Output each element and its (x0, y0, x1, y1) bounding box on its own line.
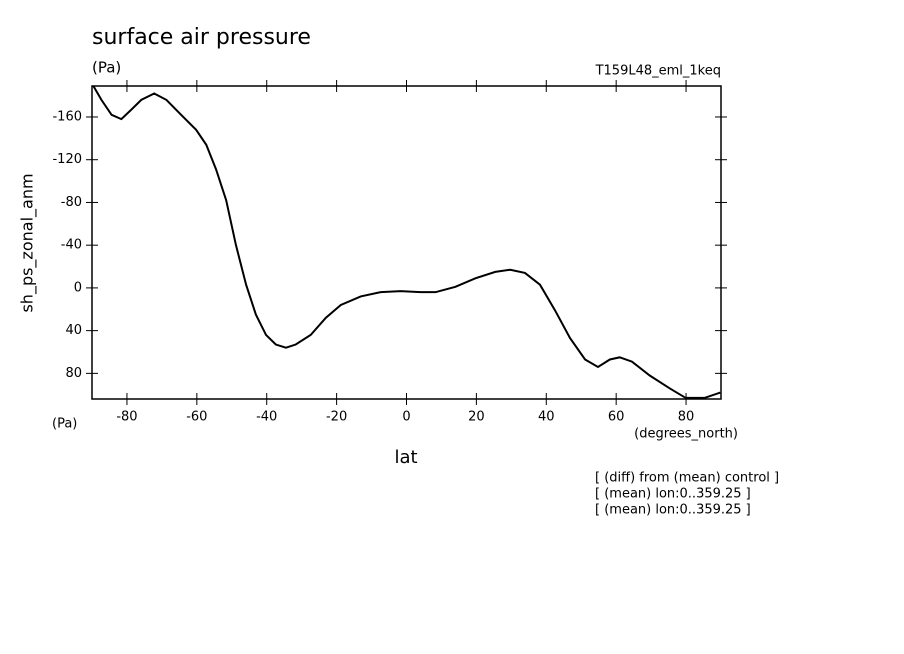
x-tick-label: 0 (402, 410, 410, 425)
y-tick-label: -160 (52, 109, 82, 124)
subtitle: T159L48_eml_1keq (595, 64, 721, 79)
x-tick-label: -80 (116, 410, 137, 425)
x-tick-label: 60 (608, 410, 625, 425)
y-tick-label: -40 (61, 238, 82, 253)
x-tick-label: -40 (256, 410, 277, 425)
y-tick-label: -80 (61, 195, 82, 210)
data-line (92, 86, 721, 399)
note: [ (mean) lon:0..359.25 ] (595, 487, 751, 502)
x-tick-label: -20 (326, 410, 347, 425)
x-tick-label: 20 (468, 410, 485, 425)
x-tick-label: -60 (186, 410, 207, 425)
x-tick-label: 80 (678, 410, 695, 425)
y-units-bottom: (Pa) (52, 417, 77, 432)
x-tick-label: 40 (538, 410, 555, 425)
y-tick-label: -120 (52, 152, 82, 167)
x-label: lat (394, 447, 417, 468)
note: [ (mean) lon:0..359.25 ] (595, 503, 751, 518)
y-tick-label: 0 (74, 280, 82, 295)
y-units: (Pa) (92, 59, 121, 77)
y-label: sh_ps_zonal_anm (18, 173, 38, 312)
y-tick-label: 80 (65, 366, 82, 381)
y-tick-label: 40 (65, 323, 82, 338)
x-units: (degrees_north) (634, 427, 738, 442)
chart-title: surface air pressure (92, 25, 311, 50)
plot-frame (91, 85, 722, 400)
note: [ (diff) from (mean) control ] (595, 471, 779, 486)
